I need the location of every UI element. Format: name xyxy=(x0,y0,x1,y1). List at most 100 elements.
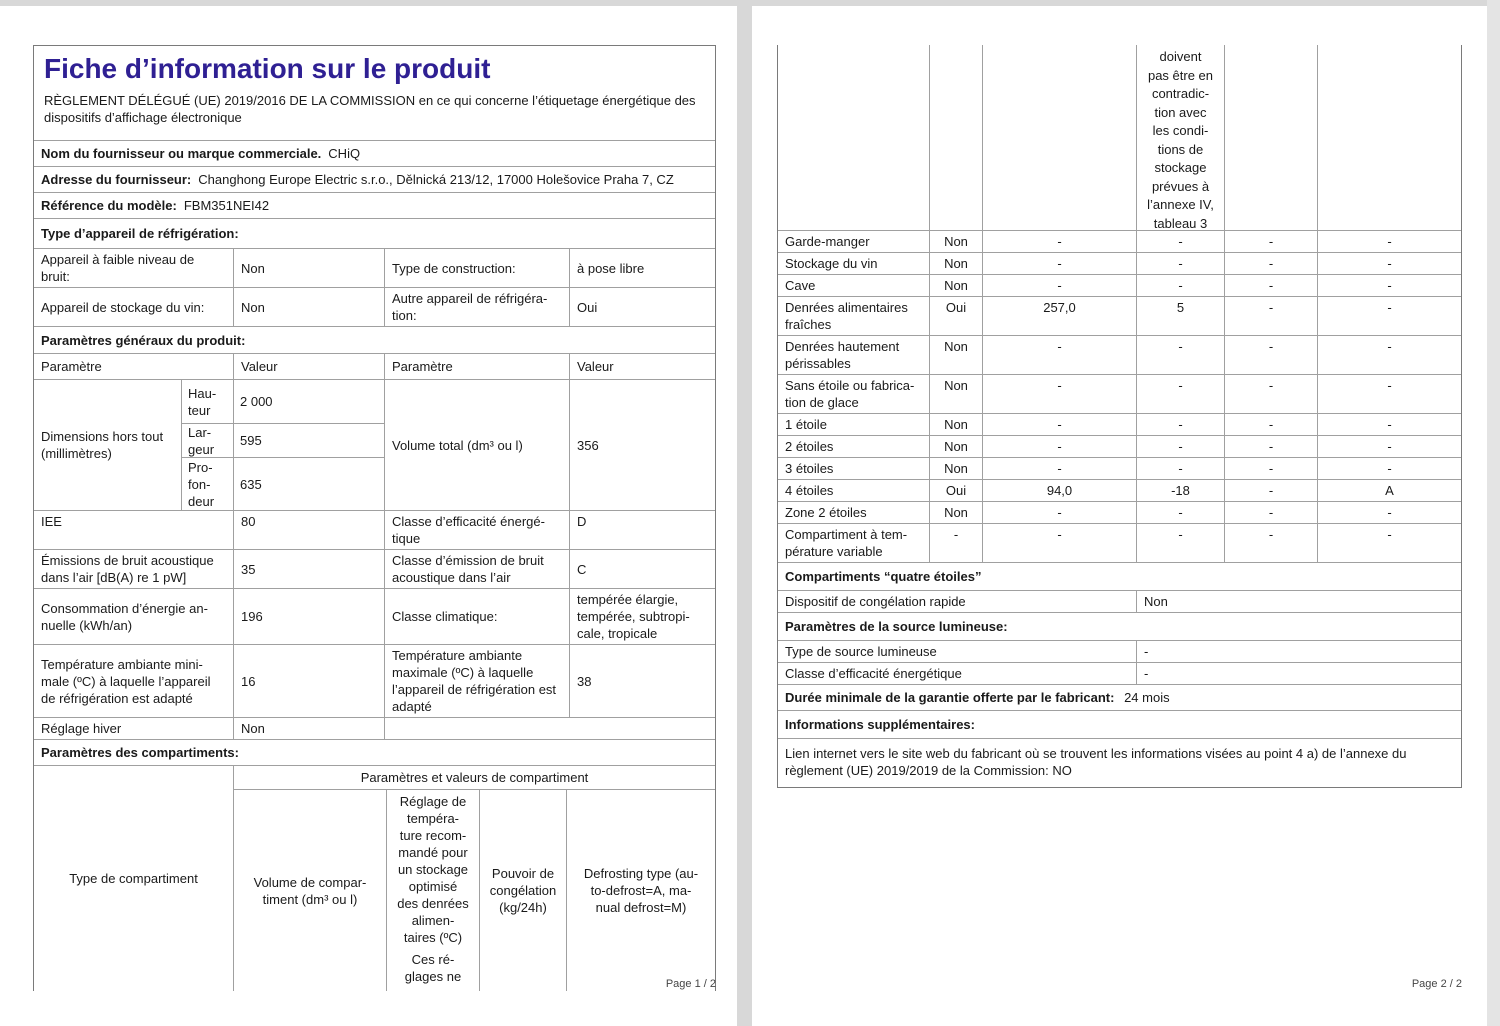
param-label-1: Consommation d’énergie an-nuelle (kWh/an… xyxy=(41,600,208,633)
compartment-temperature: - xyxy=(1136,502,1224,523)
compartment-defrost-type: - xyxy=(1317,275,1461,296)
model-row: Référence du modèle: FBM351NEI42 xyxy=(34,192,715,218)
param-label-1: Émissions de bruit acoustique dans l’air… xyxy=(41,553,214,585)
wine-label: Appareil de stockage du vin: xyxy=(41,299,205,315)
dimensions-row: Dimensions hors tout (millimètres) Hau- … xyxy=(34,379,715,510)
compartment-freezing-capacity: - xyxy=(1224,275,1317,296)
dimension-values: 2 000 595 635 xyxy=(233,380,384,510)
general-param-rows: IEE 80 Classe d’efficacité énergé-tique … xyxy=(34,510,715,717)
param-value-2: C xyxy=(569,550,715,588)
param-header-cell: Paramètre xyxy=(384,354,569,379)
rapid-freeze-value: Non xyxy=(1136,591,1461,612)
empty-header-cell xyxy=(778,45,929,230)
compartment-freezing-capacity: - xyxy=(1224,253,1317,274)
dimension-keys: Hau- teur Lar- geur Pro- fon- deur xyxy=(181,380,233,510)
param-label-1: IEE xyxy=(41,514,62,529)
compartment-row: Sans étoile ou fabrica-tion de glace Non… xyxy=(778,374,1461,413)
other-appliance-value: Oui xyxy=(569,288,715,326)
winter-empty-cell xyxy=(384,718,715,739)
compartment-freezing-capacity: - xyxy=(1224,524,1317,562)
page1-number: Page 1 / 2 xyxy=(665,978,716,990)
compartment-present: Non xyxy=(929,502,982,523)
light-class-value: - xyxy=(1136,663,1461,684)
depth-value: 635 xyxy=(240,476,262,492)
compartment-temperature: - xyxy=(1136,524,1224,562)
compartment-name: Cave xyxy=(785,278,816,293)
compartment-row: 1 étoile Non - - - - xyxy=(778,413,1461,435)
other-appliance-label: Autre appareil de réfrigéra-tion: xyxy=(384,288,569,326)
noise-label: Appareil à faible niveau de bruit: xyxy=(41,252,195,284)
compartment-row: Compartiment à tem-pérature variable - -… xyxy=(778,523,1461,562)
compartment-name: Garde-manger xyxy=(785,234,870,249)
param-header-cell: Valeur xyxy=(233,354,384,379)
document-subtitle: RÈGLEMENT DÉLÉGUÉ (UE) 2019/2016 DE LA C… xyxy=(44,93,696,125)
volume-value: 356 xyxy=(569,380,715,510)
section-four-star: Compartiments “quatre étoiles” xyxy=(778,562,1461,590)
compartment-freezing-capacity: - xyxy=(1224,231,1317,252)
compartment-present: Non xyxy=(929,375,982,413)
param-row: Émissions de bruit acoustique dans l’air… xyxy=(34,549,715,588)
compartment-temperature: 5 xyxy=(1136,297,1224,335)
warranty-label: Durée minimale de la garantie offerte pa… xyxy=(785,690,1115,705)
compartment-defrost-type: - xyxy=(1317,297,1461,335)
compartment-freezing-capacity: - xyxy=(1224,297,1317,335)
noise-value: Non xyxy=(233,249,384,287)
compartment-row: Denrées alimentaires fraîches Oui 257,0 … xyxy=(778,296,1461,335)
light-class-row: Classe d’efficacité énergétique - xyxy=(778,662,1461,684)
construction-label: Type de construction: xyxy=(384,249,569,287)
compartment-temperature: - xyxy=(1136,253,1224,274)
compartment-name: 4 étoiles xyxy=(785,483,834,498)
compartment-type-header: Type de compartiment xyxy=(69,871,198,886)
height-value: 2 000 xyxy=(240,394,273,409)
compartment-row: Zone 2 étoiles Non - - - - xyxy=(778,501,1461,523)
param-label-2: Classe d’émission de bruit acoustique da… xyxy=(384,550,569,588)
param-value-2: 38 xyxy=(569,645,715,717)
compartment-name: 3 étoiles xyxy=(785,461,834,476)
compartment-name: Denrées hautement périssables xyxy=(785,339,900,371)
compartment-defrost-type: - xyxy=(1317,436,1461,457)
compartment-volume: - xyxy=(982,375,1136,413)
compartment-freezing-capacity: - xyxy=(1224,502,1317,523)
width-key: Lar- geur xyxy=(182,423,233,458)
param-value-2: tempérée élargie, tempérée, subtropi- ca… xyxy=(569,589,715,644)
product-sheet-table-page2: doivent pas être en contradic- tion avec… xyxy=(777,45,1462,788)
empty-header-cell xyxy=(982,45,1136,230)
compartment-name: Compartiment à tem-pérature variable xyxy=(785,527,908,559)
wine-value: Non xyxy=(233,288,384,326)
param-value-1: 80 xyxy=(233,511,384,549)
freezing-capacity-subheader: Pouvoir de congélation (kg/24h) xyxy=(479,790,566,991)
section-compartments: Paramètres des compartiments: xyxy=(34,739,715,765)
compartment-temperature: - xyxy=(1136,231,1224,252)
rapid-freeze-row: Dispositif de congélation rapide Non xyxy=(778,590,1461,612)
temperature-subheader-text: Réglage de tempéra- ture recom- mandé po… xyxy=(397,794,469,945)
compartment-present: Non xyxy=(929,253,982,274)
empty-header-cell xyxy=(1224,45,1317,230)
compartment-defrost-type: - xyxy=(1317,458,1461,479)
compartment-present: Oui xyxy=(929,297,982,335)
empty-header-cell xyxy=(929,45,982,230)
compartment-present: Non xyxy=(929,458,982,479)
param-header-row: Paramètre Valeur Paramètre Valeur xyxy=(34,353,715,379)
param-value-1: 35 xyxy=(233,550,384,588)
compartment-volume: 257,0 xyxy=(982,297,1136,335)
compartment-row: 2 étoiles Non - - - - xyxy=(778,435,1461,457)
compartment-volume: 94,0 xyxy=(982,480,1136,501)
construction-value: à pose libre xyxy=(569,249,715,287)
compartment-present: Oui xyxy=(929,480,982,501)
viewer-edge-strip xyxy=(1487,0,1500,1026)
compartment-temperature: - xyxy=(1136,414,1224,435)
compartment-volume: - xyxy=(982,524,1136,562)
manufacturer-link-text: Lien internet vers le site web du fabric… xyxy=(778,738,1461,787)
param-value-1: 196 xyxy=(233,589,384,644)
model-value: FBM351NEI42 xyxy=(183,198,270,213)
temperature-subheader-note: Ces ré- glages ne xyxy=(404,952,462,984)
section-general-params: Paramètres généraux du produit: xyxy=(34,326,715,353)
empty-header-cell xyxy=(1317,45,1461,230)
section-additional-info: Informations supplémentaires: xyxy=(778,710,1461,738)
compartment-defrost-type: - xyxy=(1317,502,1461,523)
compartment-name: Zone 2 étoiles xyxy=(785,505,867,520)
compartment-volume: - xyxy=(982,231,1136,252)
compartment-volume: - xyxy=(982,275,1136,296)
compartment-row: 3 étoiles Non - - - - xyxy=(778,457,1461,479)
